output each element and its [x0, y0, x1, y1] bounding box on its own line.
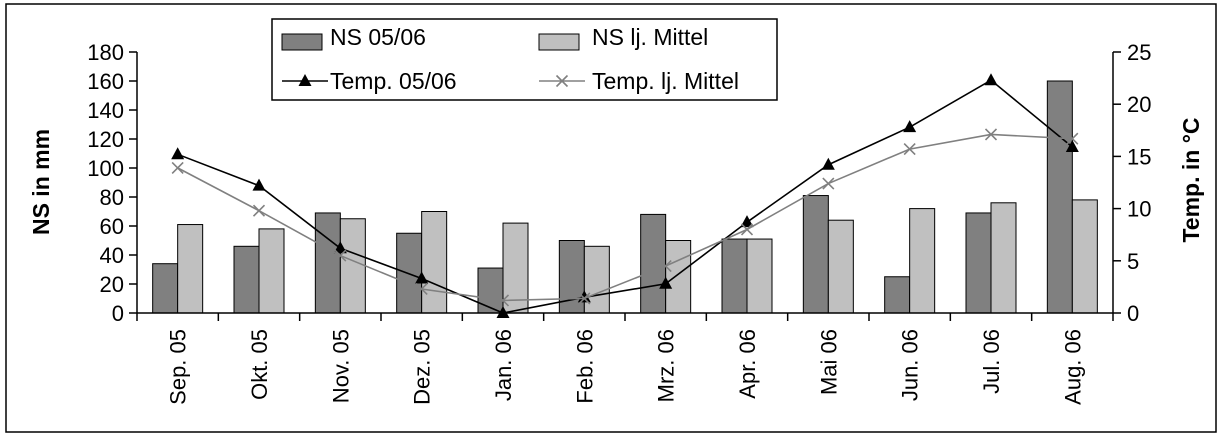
bar-ns-mittel — [746, 238, 773, 314]
y2-tick-label: 15 — [1127, 144, 1151, 169]
bar-ns-mittel — [339, 218, 366, 314]
marker-temp-0506 — [903, 120, 917, 133]
y-tick-label: 20 — [100, 272, 124, 297]
legend-swatch-ns-0506 — [281, 33, 323, 51]
bar-ns-mittel — [177, 224, 204, 314]
x-tick-label: Jun. 06 — [898, 329, 923, 401]
marker-temp-mittel — [740, 223, 754, 236]
x-tick-label: Apr. 06 — [735, 329, 760, 399]
y-axis-title: NS in mm — [28, 129, 54, 235]
marker-temp-mittel — [252, 204, 266, 217]
bar-ns-mittel — [990, 202, 1017, 314]
legend-label-temp-mittel: Temp. lj. Mittel — [592, 68, 739, 94]
marker-temp-0506 — [252, 178, 266, 191]
legend-marker-temp-mittel — [555, 74, 569, 88]
bar-ns-0506 — [640, 213, 667, 314]
marker-temp-0506 — [577, 290, 591, 303]
x-tick-label: Sep. 05 — [166, 329, 191, 405]
legend-label-ns-0506: NS 05/06 — [330, 24, 426, 50]
marker-temp-mittel — [1066, 132, 1079, 145]
marker-temp-0506 — [333, 241, 347, 254]
plot-area: 0 20 40 60 80 100 120 140 160 180 0 5 10 15 20 25 Sep. 0… — [87, 18, 1151, 405]
bar-ns-0506 — [884, 276, 911, 314]
y-tick-label: 40 — [100, 243, 124, 268]
bar-ns-mittel — [421, 211, 448, 314]
y-tick-label: 160 — [87, 69, 124, 94]
bar-ns-0506 — [721, 238, 748, 314]
marker-temp-mittel — [334, 249, 347, 262]
legend-label-temp-0506: Temp. 05/06 — [330, 68, 457, 94]
x-tick-label: Aug. 06 — [1060, 329, 1085, 405]
marker-temp-0506 — [659, 276, 673, 289]
marker-temp-0506 — [740, 215, 754, 228]
bar-ns-0506 — [152, 263, 179, 314]
x-tick-label: Mrz. 06 — [654, 329, 679, 402]
bar-ns-mittel — [502, 222, 529, 314]
x-tick-label: Mai 06 — [816, 329, 841, 395]
y-tick-label: 80 — [100, 185, 124, 210]
x-tick-label: Jan. 06 — [491, 329, 516, 401]
legend-swatch-ns-mittel — [538, 33, 580, 51]
y-tick-label: 140 — [87, 98, 124, 123]
bar-ns-0506 — [965, 212, 992, 314]
marker-temp-mittel — [171, 161, 184, 174]
y2-axis-title: Temp. in °C — [1178, 117, 1204, 242]
y-tick-label: 180 — [87, 40, 124, 65]
bar-ns-0506 — [477, 267, 504, 314]
marker-temp-mittel — [903, 143, 916, 156]
y-tick-label: 0 — [112, 301, 124, 326]
line-temp-mittel — [177, 133, 1073, 302]
y-tick-label: 100 — [87, 156, 124, 181]
x-tick-label: Okt. 05 — [247, 329, 272, 400]
marker-temp-mittel — [822, 177, 835, 190]
bar-ns-mittel — [1071, 199, 1098, 314]
marker-temp-mittel — [496, 294, 510, 307]
bar-ns-mittel — [909, 208, 936, 314]
marker-temp-0506 — [821, 157, 835, 170]
legend-box — [271, 18, 778, 101]
y-tick-label: 60 — [100, 214, 124, 239]
marker-temp-mittel — [578, 292, 591, 305]
x-tick-label: Feb. 06 — [572, 329, 597, 404]
marker-temp-0506 — [1065, 140, 1079, 153]
bar-ns-0506 — [1046, 80, 1073, 314]
y2-tick-label: 20 — [1127, 92, 1151, 117]
bar-ns-0506 — [802, 195, 829, 314]
y2-tick-label: 10 — [1127, 197, 1151, 222]
bar-ns-0506 — [314, 212, 341, 314]
bar-ns-mittel — [258, 228, 285, 314]
x-tick-label: Nov. 05 — [328, 329, 353, 403]
legend-label-ns-mittel: NS lj. Mittel — [592, 24, 708, 50]
marker-temp-mittel — [984, 128, 998, 141]
marker-temp-0506 — [415, 271, 429, 284]
marker-temp-mittel — [659, 259, 672, 273]
marker-temp-0506 — [984, 73, 998, 86]
marker-temp-0506 — [496, 306, 510, 318]
line-temp-0506 — [177, 79, 1073, 314]
bar-ns-mittel — [827, 219, 854, 314]
marker-temp-mittel — [415, 282, 428, 296]
legend-marker-temp-0506 — [298, 74, 312, 86]
y-tick-label: 120 — [87, 127, 124, 152]
marker-temp-0506 — [171, 147, 185, 160]
y2-tick-label: 0 — [1127, 301, 1139, 326]
x-tick-label: Jul. 06 — [979, 329, 1004, 394]
x-tick-label: Dez. 05 — [410, 329, 435, 405]
bar-ns-0506 — [233, 245, 260, 314]
bar-ns-mittel — [665, 240, 692, 314]
y2-tick-label: 5 — [1127, 249, 1139, 274]
y2-tick-label: 25 — [1127, 40, 1151, 65]
